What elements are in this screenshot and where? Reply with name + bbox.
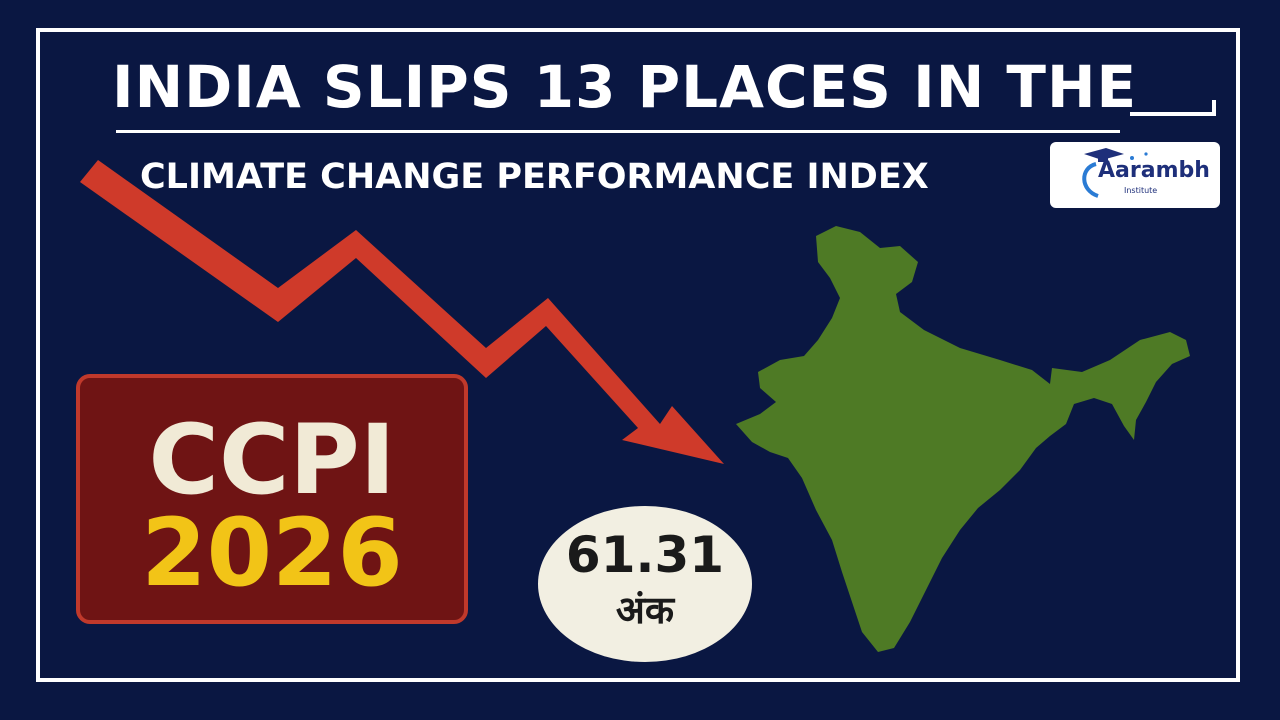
graduation-cap-icon: [1082, 148, 1148, 198]
ccpi-label: CCPI: [148, 404, 396, 516]
headline-dash-mark: [1130, 100, 1216, 116]
score-unit: अंक: [615, 588, 675, 632]
ccpi-year: 2026: [141, 499, 403, 608]
aarambh-logo: Aarambh Institute: [1050, 142, 1220, 208]
headline-line-1: INDIA SLIPS 13 PLACES IN THE: [112, 53, 1138, 121]
logo-name: Aarambh: [1098, 158, 1210, 183]
ccpi-badge: CCPI 2026: [76, 374, 468, 624]
logo-tagline: Institute: [1124, 186, 1158, 195]
score-bubble: 61.31 अंक: [538, 506, 752, 662]
score-value: 61.31: [565, 526, 725, 584]
white-frame: [36, 28, 1240, 682]
headline-underline: [116, 130, 1120, 133]
headline-line-2: CLIMATE CHANGE PERFORMANCE INDEX: [140, 157, 929, 197]
